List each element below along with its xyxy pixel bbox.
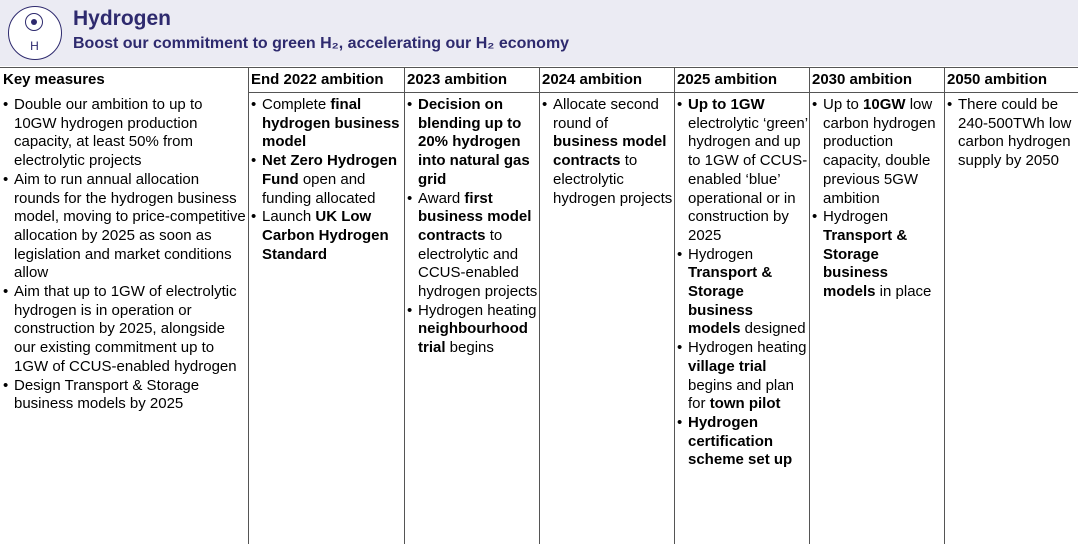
text-segment: Aim to run annual allocation rounds for … [14,170,246,282]
bullet-item: There could be 240-500TWh low carbon hyd… [945,96,1077,171]
bullet-item: Hydrogen certification scheme set up [675,414,808,470]
text-segment: begins [445,339,494,357]
text-segment: to electrolytic and CCUS-enabled hydroge… [418,226,538,301]
text-segment: neighbourhood trial [418,320,528,357]
text-segment: Aim that up to 1GW of electrolytic hydro… [14,283,237,375]
column-heading: Key measures [3,71,105,88]
text-segment: Design Transport & Storage business mode… [14,376,200,413]
header: H Hydrogen Boost our commitment to green… [0,0,1078,66]
text-segment: Up to 1GW [688,96,765,113]
bullet-item: Decision on blending up to 20% hydrogen … [405,96,538,190]
text-segment: Hydrogen heating [688,339,807,357]
bullet-item: Design Transport & Storage business mode… [1,377,247,414]
hydrogen-icon: H [8,6,62,60]
text-segment: low carbon hydrogen production capacity,… [823,96,936,207]
text-segment: Complete [262,96,331,113]
column: 2024 ambition Allocate second round of bu… [540,69,673,544]
text-segment: designed [740,320,806,338]
column-heading: End 2022 ambition [251,71,384,88]
bullet-item: Hydrogen Transport & Storage business mo… [810,208,943,302]
text-segment: Decision on blending up to 20% hydrogen … [418,96,530,188]
bullet-item: Net Zero Hydrogen Fund open and funding … [249,152,403,208]
column-divider [809,68,810,544]
item-list: Allocate second round of business model … [540,96,673,208]
text-segment: village trial [688,357,767,375]
column-heading: 2050 ambition [947,71,1048,88]
text-segment: to electrolytic hydrogen projects [553,152,673,207]
text-segment: UK Low Carbon Hydrogen Standard [262,208,389,263]
bullet-item: Aim that up to 1GW of electrolytic hydro… [1,283,247,377]
column-heading: 2030 ambition [812,71,913,88]
text-segment: Hydrogen heating [418,301,537,319]
bullet-item: Hydrogen Transport & Storage business mo… [675,246,808,340]
text-segment: There could be 240-500TWh low carbon hyd… [958,96,1072,170]
item-list: Decision on blending up to 20% hydrogen … [405,96,538,358]
column-divider [539,68,540,544]
bullet-item: Hydrogen heating village trial begins an… [675,339,808,414]
icon-label: H [30,39,39,53]
text-segment: electrolytic ‘green’ hydrogen and up to … [688,114,808,244]
text-segment: town pilot [709,395,781,413]
bullet-item: Award first business model contracts to … [405,190,538,302]
text-segment: begins and plan for [688,376,794,413]
text-segment: first business model contracts [418,189,532,244]
text-segment: Hydrogen [688,245,754,263]
bullet-item: Double our ambition to up to 10GW hydrog… [1,96,247,171]
text-segment: open and funding allocated [262,170,376,207]
bullet-item: Launch UK Low Carbon Hydrogen Standard [249,208,403,264]
column: 2025 ambition Up to 1GW electrolytic ‘gre… [675,69,808,544]
text-segment: Transport & Storage business models [688,264,773,338]
column: 2030 ambition Up to 10GW low carbon hydro… [810,69,943,544]
item-list: There could be 240-500TWh low carbon hyd… [945,96,1077,171]
bullet-item: Complete final hydrogen business model [249,96,403,152]
bullet-item: Allocate second round of business model … [540,96,673,208]
title: Hydrogen [73,7,172,30]
text-segment: Allocate second round of [553,96,659,132]
bullet-item: Up to 1GW electrolytic ‘green’ hydrogen … [675,96,808,246]
text-segment: Hydrogen [823,208,889,226]
text-segment: final hydrogen business model [262,96,400,151]
text-segment: Launch [262,208,316,226]
column: 2023 ambition Decision on blending up to … [405,69,538,544]
column-heading: 2023 ambition [407,71,508,88]
column-divider [248,68,249,544]
column: End 2022 ambition Complete final hydrogen… [249,69,403,544]
text-segment: Double our ambition to up to 10GW hydrog… [14,96,203,170]
column: 2050 ambition There could be 240-500TWh l… [945,69,1077,544]
bullet-item: Aim to run annual allocation rounds for … [1,171,247,283]
text-segment: Hydrogen certification scheme set up [688,413,793,469]
text-segment: 10GW [863,96,906,113]
rule [248,92,1078,93]
column-divider [944,68,945,544]
text-segment: business model contracts [553,133,667,170]
text-segment: in place [875,283,932,301]
item-list: Up to 10GW low carbon hydrogen productio… [810,96,943,302]
subtitle: Boost our commitment to green H₂, accele… [73,35,570,52]
item-list: Double our ambition to up to 10GW hydrog… [1,96,247,414]
text-segment: Net Zero Hydrogen Fund [262,152,398,188]
rule [0,67,1078,68]
text-segment: Award [418,189,465,207]
column-heading: 2025 ambition [677,71,778,88]
column-heading: 2024 ambition [542,71,643,88]
item-list: Complete final hydrogen business modelNe… [249,96,403,264]
bullet-item: Up to 10GW low carbon hydrogen productio… [810,96,943,208]
item-list: Up to 1GW electrolytic ‘green’ hydrogen … [675,96,808,470]
text-segment: Transport & Storage business models [823,226,908,301]
text-segment: Up to [823,96,864,113]
column: Key measures Double our ambition to up to… [1,69,247,544]
bullet-item: Hydrogen heating neighbourhood trial beg… [405,302,538,358]
